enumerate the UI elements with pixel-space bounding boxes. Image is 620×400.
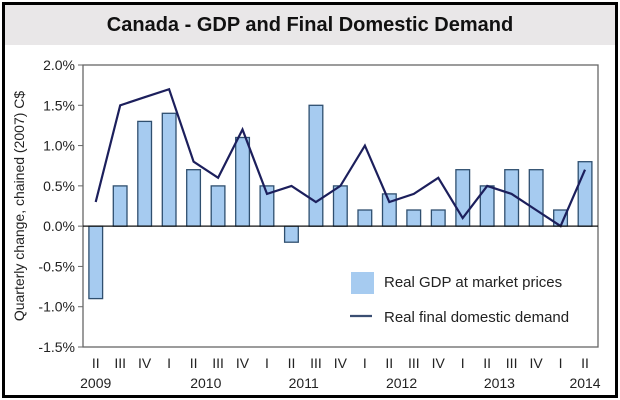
y-tick-label: 0.0% (43, 218, 75, 234)
legend-swatch-gdp (351, 272, 374, 294)
x-tick-label: II (288, 355, 296, 371)
bar-4 (186, 169, 202, 227)
x-year-label: 2009 (80, 375, 111, 391)
x-tick-label: II (483, 355, 491, 371)
legend-label-gdp: Real GDP at market prices (384, 274, 562, 291)
y-tick-label: -0.5% (38, 258, 75, 274)
x-tick-label: I (363, 355, 367, 371)
x-tick-label: I (461, 355, 465, 371)
y-tick-label: 1.0% (43, 138, 75, 154)
legend-label-demand: Real final domestic demand (384, 309, 569, 326)
x-year-label: 2012 (386, 375, 417, 391)
bar-series (88, 104, 593, 300)
x-tick-label: II (190, 355, 198, 371)
line-series-real-final-domestic-demand (94, 87, 587, 228)
bar-5 (210, 185, 226, 227)
x-tick-label: IV (236, 355, 250, 371)
bar-13 (406, 209, 422, 227)
x-tick-labels: II III IV I II III IV I II III IV I II III IV I II III IV I… (80, 355, 601, 391)
x-tick-label: III (506, 355, 518, 371)
plot-border (82, 64, 599, 348)
x-tick-label: I (167, 355, 171, 371)
bar-10 (332, 185, 348, 227)
y-tick-label: -1.0% (38, 299, 75, 315)
bar-2 (137, 120, 153, 227)
bar-9 (308, 104, 324, 227)
y-axis-label: Quarterly change, chained (2007) C$ (11, 91, 27, 322)
x-tick-label: II (385, 355, 393, 371)
x-tick-label: III (212, 355, 224, 371)
bar-12 (381, 193, 397, 227)
bar-3 (161, 112, 177, 227)
bar-18 (528, 169, 544, 227)
title-band (5, 5, 615, 45)
x-year-label: 2014 (569, 375, 600, 391)
x-year-label: 2011 (289, 375, 319, 391)
bar-8 (283, 225, 299, 243)
x-tick-label: IV (138, 355, 152, 371)
x-tick-label: I (559, 355, 563, 371)
x-tick-label: III (114, 355, 126, 371)
chart-title: Canada - GDP and Final Domestic Demand (106, 14, 514, 36)
x-tick-label: II (581, 355, 589, 371)
bar-11 (357, 209, 373, 227)
bar-6 (235, 136, 251, 227)
y-tick-label: -1.5% (38, 339, 75, 355)
x-year-label: 2010 (190, 375, 221, 391)
legend: Real GDP at market prices Real final dom… (350, 272, 569, 326)
x-tick-label: IV (334, 355, 348, 371)
x-year-label: 2013 (484, 375, 515, 391)
x-tick-label: IV (529, 355, 543, 371)
bar-1 (112, 185, 128, 227)
y-tick-label: 0.5% (43, 178, 75, 194)
bar-14 (430, 209, 446, 227)
axes (82, 64, 599, 348)
x-tick-label: III (310, 355, 322, 371)
y-tick-labels: 2.0% 1.5% 1.0% 0.5% 0.0% -0.5% -1.0% -1.5% (38, 57, 83, 355)
x-tick-label: I (265, 355, 269, 371)
y-tick-label: 2.0% (43, 57, 75, 73)
bar-0 (88, 225, 104, 300)
x-tick-label: III (408, 355, 420, 371)
x-tick-label: IV (432, 355, 446, 371)
y-tick-label: 1.5% (43, 97, 75, 113)
x-tick-label: II (92, 355, 100, 371)
